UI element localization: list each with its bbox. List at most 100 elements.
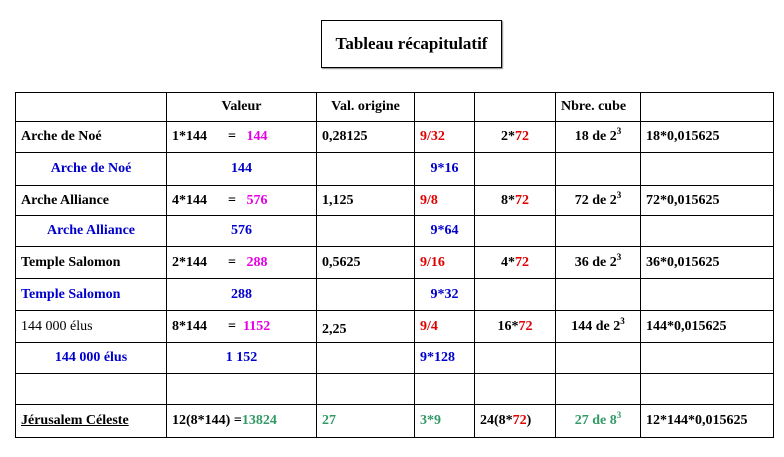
superscript: 3	[616, 251, 622, 262]
table-cell: 72*0,015625	[640, 185, 774, 216]
cell-text: 144 000 élus	[54, 350, 128, 365]
cell-text: 0,28125	[322, 129, 368, 144]
cell-text: 13824	[241, 413, 277, 428]
cell-text: 72	[512, 413, 527, 428]
table-cell: Arche Alliance	[15, 185, 167, 216]
table-cell: Arche Alliance	[15, 215, 167, 247]
superscript: 3	[620, 315, 625, 326]
cell-text: 144*0,015625	[646, 318, 727, 334]
table-cell	[316, 342, 415, 374]
cell-text: 576	[246, 192, 268, 208]
table-cell	[474, 215, 556, 247]
underline: Jérusalem Céleste	[21, 413, 129, 428]
table-cell	[15, 92, 167, 122]
cell-text: 12(8*144) =	[172, 413, 242, 428]
table-cell	[640, 152, 774, 186]
cell-text: 9*64	[430, 223, 459, 238]
title: Tableau récapitulatif	[335, 34, 488, 53]
title-box: Tableau récapitulatif	[321, 20, 502, 68]
table-cell: 8*72	[474, 185, 556, 216]
cell-text: 27	[322, 413, 336, 428]
table-cell: 12(8*144) =13824	[166, 404, 317, 438]
table-cell	[640, 342, 774, 374]
table-cell	[414, 373, 475, 405]
cell-text: 72*0,015625	[646, 192, 720, 208]
table-cell: 9*128	[414, 342, 475, 374]
table-cell: 576	[166, 215, 317, 247]
table-cell: 36 de 23	[555, 246, 641, 279]
cell-text: 18*0,015625	[646, 129, 720, 144]
table-cell: 4*144 = 576	[166, 185, 317, 216]
table-cell: 288	[166, 278, 317, 311]
table-cell	[555, 278, 641, 311]
cell-text: 24(8*	[480, 413, 513, 428]
cell-text: 72	[515, 192, 529, 208]
table-cell: 27 de 83	[555, 404, 641, 438]
table-cell: Valeur	[166, 92, 317, 122]
cell-text: 36*0,015625	[646, 254, 720, 270]
cell-text: Jérusalem Céleste	[21, 413, 129, 428]
table-row: 144 000 élus 1 152 9*128	[15, 342, 774, 374]
table-cell	[555, 373, 641, 405]
table-cell: 1,125	[316, 185, 415, 216]
table-cell: Val. origine	[316, 92, 415, 122]
table-cell: 3*9	[414, 404, 475, 438]
table-cell: 2,25	[316, 310, 415, 343]
cell-text: 4*144 =	[172, 192, 247, 208]
table-cell	[474, 92, 556, 122]
cell-text: 9/32	[420, 129, 445, 144]
cell-text: 144	[231, 161, 252, 176]
table-cell: 8*144 = 1152	[166, 310, 317, 343]
cell-text: 72	[518, 318, 533, 334]
table-cell	[316, 278, 415, 311]
table-cell	[166, 373, 317, 405]
cell-text: 1*144 =	[172, 129, 247, 144]
table-cell: 72 de 23	[555, 185, 641, 216]
table-cell	[414, 92, 475, 122]
table-cell: 1 152	[166, 342, 317, 374]
table-cell: 16*72	[474, 310, 556, 343]
table-cell: 144 000 élus	[15, 310, 167, 343]
table-cell: 36*0,015625	[640, 246, 774, 279]
cell-text: Arche Alliance	[46, 223, 135, 238]
table-cell: 0,5625	[316, 246, 415, 279]
cell-text: )	[526, 413, 532, 428]
cell-text: 8*144 =	[172, 318, 243, 334]
cell-text: 16*	[497, 318, 519, 334]
cell-text: 9/4	[420, 318, 438, 334]
cell-text: 2*144 =	[172, 254, 247, 270]
table-cell: 27	[316, 404, 415, 438]
table-cell: 2*72	[474, 121, 556, 153]
table-cell	[555, 342, 641, 374]
cell-text: Temple Salomon	[21, 254, 121, 270]
table-row: Arche de Noé 1*144 = 144 0,28125 9/32 2*72 18…	[15, 121, 774, 153]
table-row: 144 000 élus 8*144 = 1152 2,25 9/4 16*72 144 …	[15, 310, 774, 343]
table-row: Arche Alliance 576 9*64	[15, 215, 774, 247]
cell-text: 2*	[501, 129, 515, 144]
cell-text: 27 de 8	[574, 413, 617, 428]
table-cell: 0,28125	[316, 121, 415, 153]
cell-text: Nbre. cube	[561, 99, 627, 114]
table-cell: 12*144*0,015625	[640, 404, 774, 438]
table-cell: 144 000 élus	[15, 342, 167, 374]
table-row: Arche de Noé 144 9*16	[15, 152, 774, 186]
table-cell: 9/16	[414, 246, 475, 279]
table-cell	[316, 373, 415, 405]
table-cell: Jérusalem Céleste	[15, 404, 167, 438]
table-cell	[640, 278, 774, 311]
table-cell: 9/4	[414, 310, 475, 343]
cell-text: 1,125	[322, 192, 354, 208]
table-cell	[555, 215, 641, 247]
table-cell: 2*144 = 288	[166, 246, 317, 279]
table-cell	[316, 152, 415, 186]
table-cell: Arche de Noé	[15, 152, 167, 186]
cell-text: 288	[231, 286, 252, 302]
cell-text: 9/8	[420, 192, 438, 208]
cell-text: 1 152	[225, 350, 258, 365]
table-cell: 9/32	[414, 121, 475, 153]
superscript: 3	[616, 126, 622, 136]
table-cell	[15, 373, 167, 405]
cell-text: 144 000 élus	[21, 318, 93, 334]
cell-text: Arche Alliance	[21, 192, 110, 208]
